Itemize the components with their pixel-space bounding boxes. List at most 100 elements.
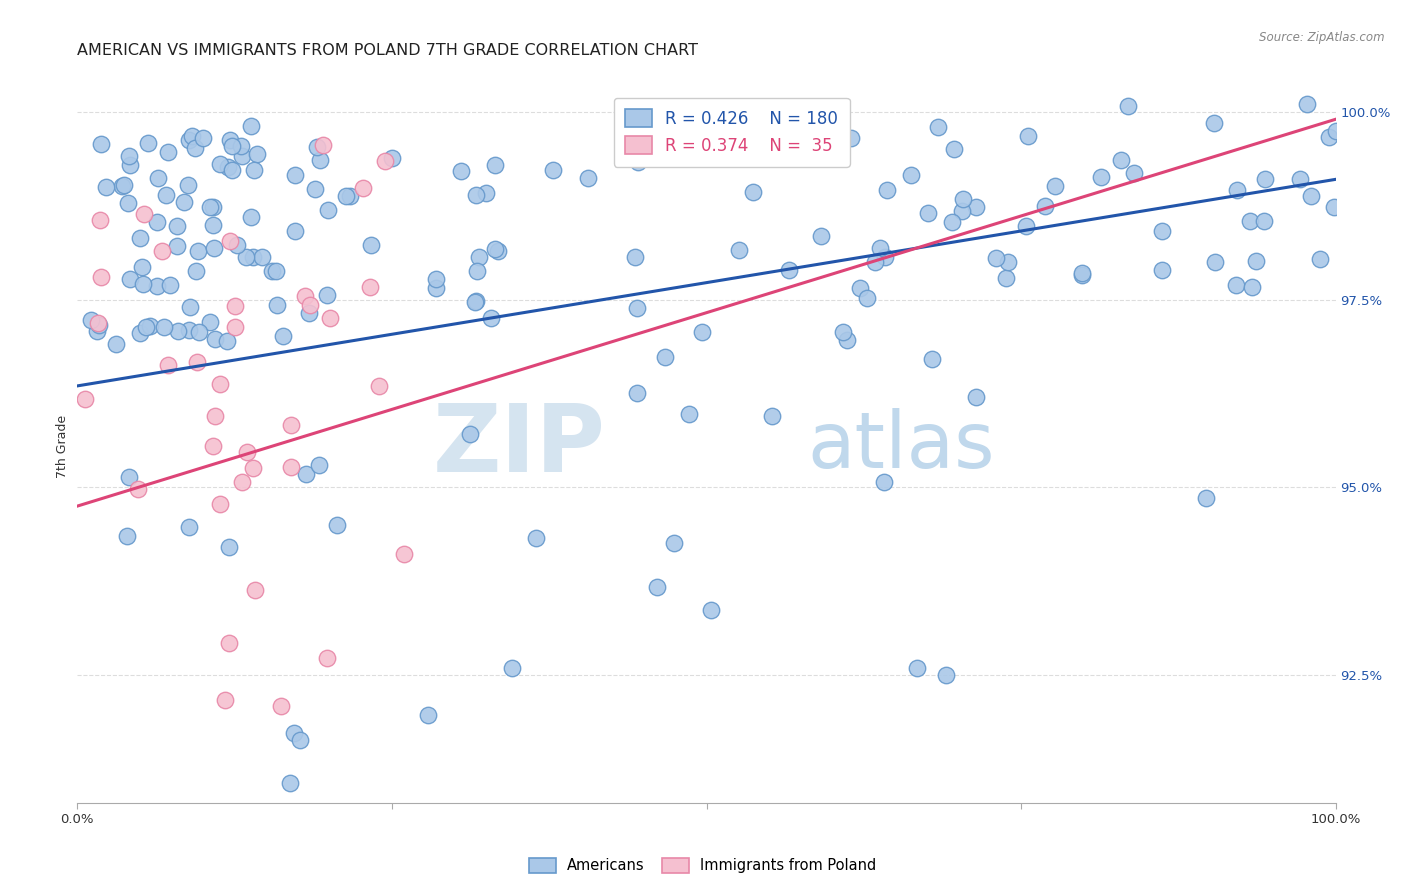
Point: [221, 138, 243, 153]
Point: [229, 138, 252, 153]
Point: [134, 207, 156, 221]
Point: [425, 281, 447, 295]
Point: [997, 255, 1019, 269]
Point: [810, 134, 832, 148]
Point: [128, 231, 150, 245]
Point: [464, 187, 486, 202]
Point: [524, 531, 547, 545]
Point: [576, 171, 599, 186]
Point: [1204, 255, 1226, 269]
Point: [155, 188, 177, 202]
Point: [692, 325, 714, 339]
Point: [1202, 116, 1225, 130]
Point: [807, 127, 830, 141]
Point: [416, 708, 439, 723]
Point: [243, 162, 266, 177]
Point: [146, 215, 169, 229]
Point: [624, 250, 647, 264]
Point: [839, 130, 862, 145]
Point: [1109, 153, 1132, 167]
Point: [260, 264, 283, 278]
Point: [474, 186, 496, 201]
Legend: R = 0.426    N = 180, R = 0.374    N =  35: R = 0.426 N = 180, R = 0.374 N = 35: [613, 97, 849, 167]
Point: [127, 482, 149, 496]
Point: [136, 136, 159, 150]
Point: [89, 213, 111, 227]
Point: [179, 300, 201, 314]
Point: [177, 178, 200, 193]
Point: [90, 136, 112, 151]
Point: [298, 298, 321, 312]
Point: [294, 289, 316, 303]
Point: [465, 293, 488, 308]
Point: [1324, 124, 1347, 138]
Point: [218, 636, 240, 650]
Point: [118, 469, 141, 483]
Point: [367, 379, 389, 393]
Point: [1226, 183, 1249, 197]
Point: [761, 409, 783, 424]
Point: [965, 390, 987, 404]
Point: [225, 238, 247, 252]
Point: [1239, 214, 1261, 228]
Point: [319, 311, 342, 326]
Point: [242, 250, 264, 264]
Point: [231, 475, 253, 490]
Point: [209, 156, 232, 170]
Point: [166, 219, 188, 234]
Point: [221, 163, 243, 178]
Point: [315, 650, 337, 665]
Point: [111, 178, 134, 193]
Point: [159, 278, 181, 293]
Point: [965, 200, 987, 214]
Point: [217, 334, 239, 348]
Point: [198, 315, 221, 329]
Point: [204, 409, 226, 423]
Point: [191, 130, 214, 145]
Point: [89, 318, 111, 333]
Point: [645, 580, 668, 594]
Point: [79, 313, 101, 327]
Point: [308, 458, 330, 473]
Point: [1071, 268, 1094, 282]
Point: [173, 195, 195, 210]
Point: [202, 200, 225, 214]
Point: [218, 540, 240, 554]
Point: [112, 178, 135, 193]
Point: [250, 250, 273, 264]
Point: [187, 326, 209, 340]
Point: [1241, 279, 1264, 293]
Point: [118, 272, 141, 286]
Point: [115, 529, 138, 543]
Point: [353, 180, 375, 194]
Point: [312, 138, 335, 153]
Point: [240, 210, 263, 224]
Point: [187, 244, 209, 259]
Point: [741, 185, 763, 199]
Point: [90, 269, 112, 284]
Point: [820, 136, 842, 151]
Point: [856, 291, 879, 305]
Point: [181, 128, 204, 143]
Point: [283, 726, 305, 740]
Point: [869, 241, 891, 255]
Point: [105, 337, 128, 351]
Point: [1071, 266, 1094, 280]
Point: [876, 183, 898, 197]
Point: [242, 460, 264, 475]
Point: [873, 475, 896, 489]
Point: [392, 547, 415, 561]
Point: [917, 205, 939, 219]
Point: [246, 147, 269, 161]
Point: [927, 120, 949, 135]
Point: [873, 250, 896, 264]
Point: [156, 358, 179, 372]
Point: [1295, 97, 1317, 112]
Point: [1244, 253, 1267, 268]
Point: [326, 518, 349, 533]
Point: [464, 295, 486, 310]
Point: [304, 182, 326, 196]
Point: [135, 320, 157, 334]
Point: [96, 179, 118, 194]
Point: [654, 350, 676, 364]
